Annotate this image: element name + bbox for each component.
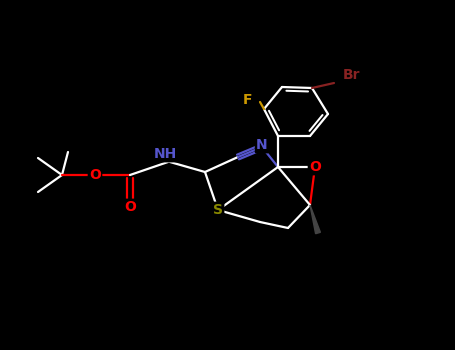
Text: O: O xyxy=(124,200,136,214)
Text: S: S xyxy=(213,203,223,217)
Text: NH: NH xyxy=(153,147,177,161)
Text: O: O xyxy=(309,160,321,174)
Text: N: N xyxy=(256,138,268,152)
Text: O: O xyxy=(89,168,101,182)
Text: Br: Br xyxy=(343,68,361,82)
Text: F: F xyxy=(243,93,253,107)
Polygon shape xyxy=(310,205,320,234)
